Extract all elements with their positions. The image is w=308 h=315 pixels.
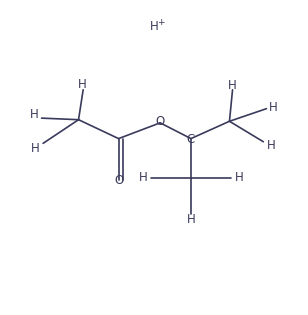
Text: H: H <box>150 20 158 33</box>
Text: H: H <box>228 78 237 92</box>
Text: H: H <box>30 108 39 122</box>
Text: H: H <box>267 139 275 152</box>
Text: +: + <box>157 19 164 27</box>
Text: H: H <box>235 171 243 185</box>
Text: H: H <box>31 141 40 155</box>
Text: O: O <box>114 174 123 187</box>
Text: H: H <box>139 171 148 185</box>
Text: O: O <box>156 115 165 128</box>
Text: H: H <box>187 213 195 226</box>
Text: H: H <box>78 78 87 91</box>
Text: C: C <box>187 133 195 146</box>
Text: H: H <box>269 100 278 114</box>
